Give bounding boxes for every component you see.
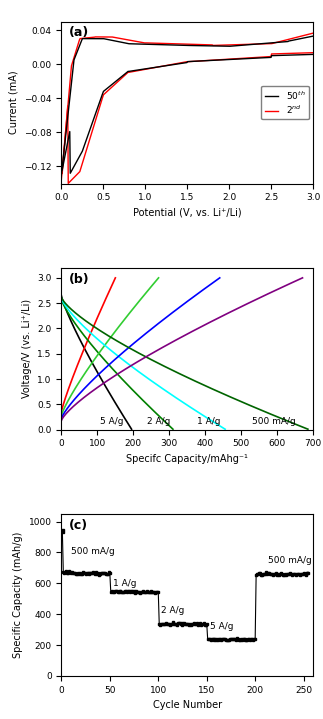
Y-axis label: Current (mA): Current (mA) <box>8 70 18 134</box>
Text: 2 A/g: 2 A/g <box>161 605 184 615</box>
Text: 2 A/g: 2 A/g <box>147 417 170 426</box>
Text: 5 A/g: 5 A/g <box>210 622 233 631</box>
Y-axis label: Voltage/V (vs. Li⁺/Li): Voltage/V (vs. Li⁺/Li) <box>22 299 32 398</box>
Legend: 50$^{th}$, 2$^{nd}$: 50$^{th}$, 2$^{nd}$ <box>261 86 309 119</box>
X-axis label: Specifc Capacity/mAhg⁻¹: Specifc Capacity/mAhg⁻¹ <box>126 454 248 464</box>
Text: 1 A/g: 1 A/g <box>113 579 136 587</box>
Text: 500 mA/g: 500 mA/g <box>252 417 296 426</box>
Text: 5 A/g: 5 A/g <box>100 417 123 426</box>
Y-axis label: Specific Capacity (mAh/g): Specific Capacity (mAh/g) <box>13 531 23 658</box>
Text: (b): (b) <box>69 273 89 285</box>
Text: (a): (a) <box>69 27 89 40</box>
Text: (c): (c) <box>69 519 88 532</box>
X-axis label: Potential (V, vs. Li⁺/Li): Potential (V, vs. Li⁺/Li) <box>133 208 242 218</box>
Text: 1 A/g: 1 A/g <box>197 417 221 426</box>
Text: 500 mA/g: 500 mA/g <box>71 547 115 556</box>
Text: 500 mA/g: 500 mA/g <box>268 557 311 565</box>
X-axis label: Cycle Number: Cycle Number <box>153 700 222 710</box>
